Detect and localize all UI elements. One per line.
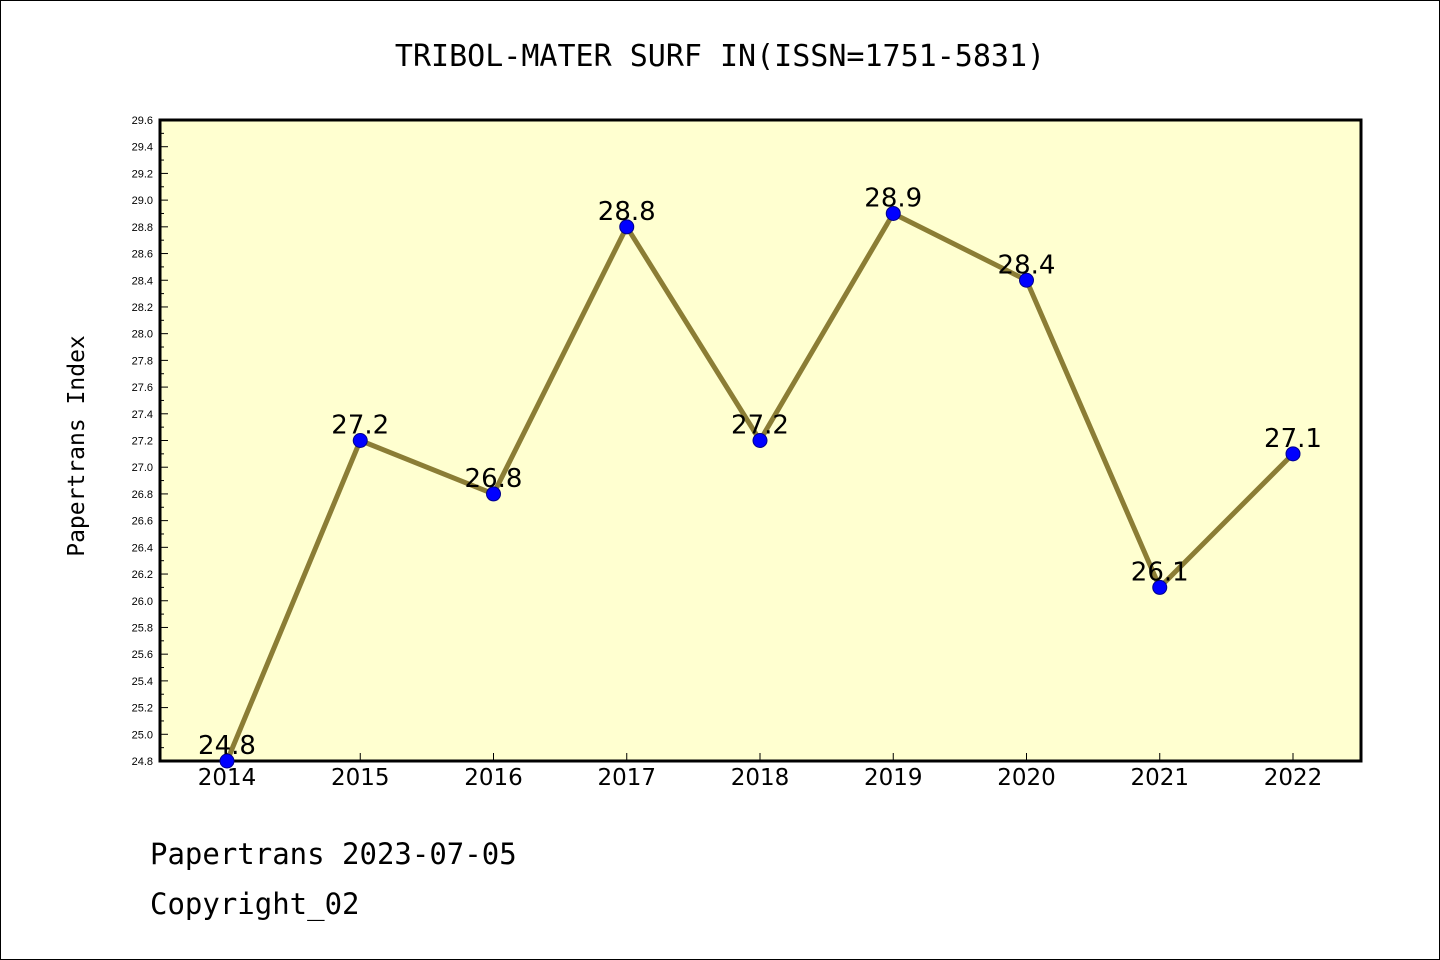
x-tick-label: 2015 xyxy=(331,765,390,791)
y-axis-ticks: 24.8 25.0 25.2 25.4 25.6 25.8 26.0 26.2 26.4 26.6… xyxy=(132,115,168,768)
y-tick-label: 26.0 xyxy=(132,596,153,608)
y-tick-label: 28.2 xyxy=(132,302,153,314)
x-tick-label: 2020 xyxy=(997,765,1056,791)
data-point-marker xyxy=(486,486,501,502)
y-tick-label: 29.0 xyxy=(132,195,153,207)
y-tick-label: 28.8 xyxy=(132,222,153,234)
x-tick-label: 2014 xyxy=(198,765,257,791)
y-tick-label: 25.2 xyxy=(132,703,153,715)
data-point-marker xyxy=(219,753,235,769)
y-tick-label: 26.4 xyxy=(132,542,153,554)
x-tick-label: 2017 xyxy=(597,765,656,791)
data-point-marker xyxy=(1285,446,1301,462)
data-label: 26.8 xyxy=(465,464,523,494)
data-point-marker xyxy=(352,433,368,448)
data-label: 27.1 xyxy=(1264,424,1322,454)
x-tick-label: 2021 xyxy=(1130,765,1189,791)
y-tick-label: 29.2 xyxy=(132,168,153,180)
series-group xyxy=(219,205,1301,769)
footer-date: Papertrans 2023-07-05 xyxy=(150,837,517,871)
y-tick-label: 26.8 xyxy=(132,489,153,501)
y-tick-label: 29.6 xyxy=(132,115,153,127)
y-tick-label: 26.2 xyxy=(132,569,153,581)
data-labels-group: 24.8 27.2 26.8 28.8 27.2 28.9 28.4 26.1 27.1 xyxy=(198,183,1322,761)
data-label: 26.1 xyxy=(1131,557,1189,587)
y-tick-label: 28.4 xyxy=(132,275,153,287)
y-tick-label: 27.2 xyxy=(132,436,153,448)
x-axis-ticks: 2014 2015 2016 2017 2018 2019 2020 2021 2022 xyxy=(198,753,1323,791)
x-tick-label: 2018 xyxy=(731,765,790,791)
y-tick-label: 27.4 xyxy=(132,409,153,421)
data-label: 28.8 xyxy=(598,197,656,227)
y-tick-label: 29.4 xyxy=(132,142,153,154)
data-point-marker xyxy=(1152,579,1168,595)
y-tick-label: 25.6 xyxy=(132,649,153,661)
x-tick-label: 2022 xyxy=(1264,765,1323,791)
data-label: 24.8 xyxy=(198,731,256,761)
y-tick-label: 28.6 xyxy=(132,249,153,261)
y-tick-label: 24.8 xyxy=(132,756,153,768)
y-tick-label: 28.0 xyxy=(132,329,153,341)
y-tick-label: 26.6 xyxy=(132,516,153,528)
data-point-marker xyxy=(752,433,768,448)
chart-title: TRIBOL-MATER SURF IN(ISSN=1751-5831) xyxy=(395,39,1045,74)
data-label: 27.2 xyxy=(331,411,389,441)
y-tick-label: 27.6 xyxy=(132,382,153,394)
y-tick-label: 25.0 xyxy=(132,729,153,741)
x-tick-label: 2019 xyxy=(864,765,923,791)
y-axis-label: Papertrans Index xyxy=(64,335,90,557)
data-label: 28.4 xyxy=(998,250,1056,280)
footer-copyright: Copyright_02 xyxy=(150,887,360,922)
data-label: 27.2 xyxy=(731,411,789,441)
x-tick-label: 2016 xyxy=(464,765,523,791)
data-point-marker xyxy=(1019,272,1034,288)
data-label: 28.9 xyxy=(864,183,922,213)
y-tick-label: 27.8 xyxy=(132,355,153,367)
y-tick-label: 27.0 xyxy=(132,462,153,474)
y-tick-label: 25.8 xyxy=(132,622,153,634)
y-tick-label: 25.4 xyxy=(132,676,153,688)
data-point-marker xyxy=(885,205,901,221)
data-point-marker xyxy=(619,219,635,235)
